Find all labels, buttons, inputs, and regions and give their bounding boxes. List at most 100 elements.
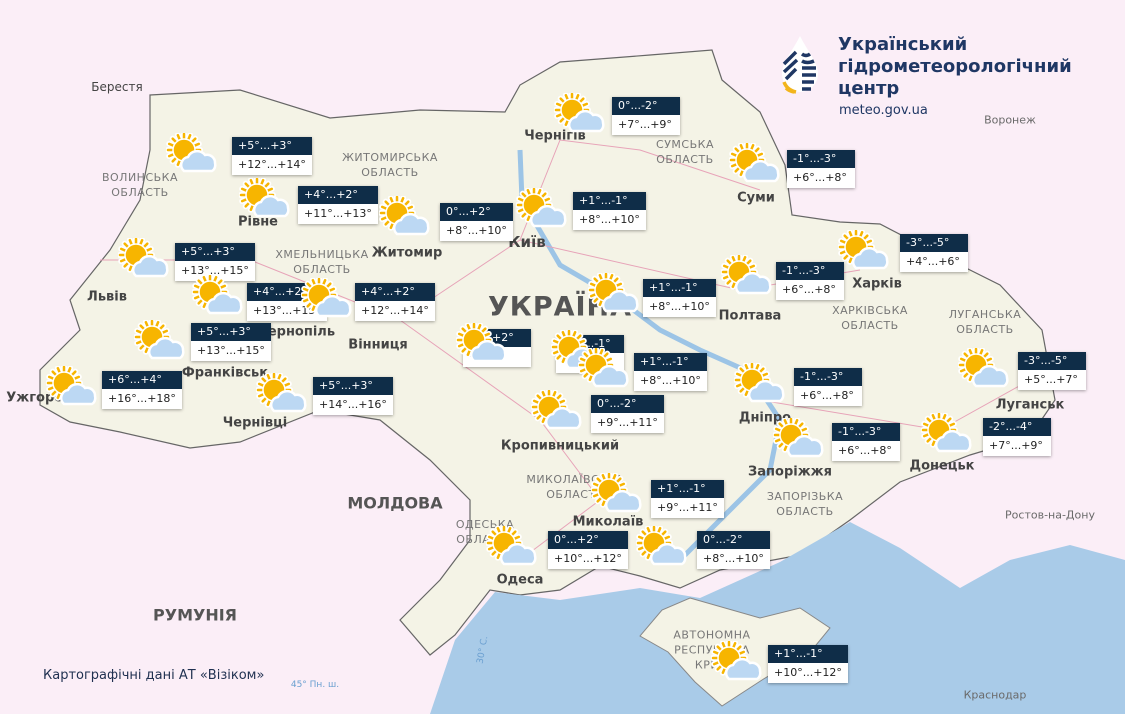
temperature-label: +4°...+2° +11°...+13°	[298, 186, 378, 224]
city-label: Донецьк	[909, 458, 975, 474]
night-temperature: +5°...+3°	[232, 137, 312, 155]
day-temperature: +6°...+8°	[776, 280, 844, 300]
region-label: ВОЛИНСЬКА ОБЛАСТЬ	[101, 171, 179, 199]
sun-behind-cloud-icon	[118, 238, 169, 278]
country-label: РУМУНІЯ	[153, 605, 237, 625]
day-temperature: +7°...+9°	[612, 115, 680, 135]
sun-behind-cloud-icon	[379, 196, 430, 236]
temperature-label: -1°...-3° +6°...+8°	[832, 423, 900, 461]
day-temperature: +6°...+8°	[787, 168, 855, 188]
country-label: МОЛДОВА	[347, 493, 443, 513]
ukrhydromet-logo	[782, 36, 818, 94]
temperature-label: +5°...+3° +12°...+14°	[232, 137, 312, 175]
temperature-label: 0°...-2° +7°...+9°	[612, 97, 680, 135]
city-label: Кропивницький	[500, 438, 620, 454]
sun-behind-cloud-icon	[773, 418, 824, 458]
sun-behind-cloud-icon	[554, 93, 605, 133]
city-label: Запоріжжя	[748, 464, 832, 480]
day-temperature: +6°...+8°	[794, 386, 862, 406]
sun-behind-cloud-icon	[711, 641, 762, 681]
day-temperature: +9°...+11°	[591, 413, 664, 433]
sun-behind-cloud-icon	[134, 320, 185, 360]
sun-behind-cloud-icon	[729, 143, 780, 183]
sun-behind-cloud-icon	[531, 390, 582, 430]
temperature-label: +1°...-1° +8°...+10°	[573, 192, 646, 230]
temperature-label: 0°...+2° +10°...+12°	[548, 531, 628, 569]
day-temperature: +5°...+7°	[1018, 370, 1086, 390]
region-label: ХАРКІВСЬКА ОБЛАСТЬ	[832, 304, 908, 332]
sun-behind-cloud-icon	[301, 278, 352, 318]
sun-behind-cloud-icon	[578, 348, 629, 388]
day-temperature: +8°...+10°	[643, 297, 716, 317]
sun-behind-cloud-icon	[734, 363, 785, 403]
region-label: ХМЕЛЬНИЦЬКА ОБЛАСТЬ	[275, 248, 369, 276]
temperature-label: -1°...-3° +6°...+8°	[787, 150, 855, 188]
city-label: Чернігів	[524, 128, 586, 144]
city-label: Львів	[87, 289, 127, 305]
sun-behind-cloud-icon	[516, 188, 567, 228]
org-name-line: Український	[838, 34, 968, 55]
region-label: ЖИТОМИРСЬКА ОБЛАСТЬ	[342, 151, 438, 179]
region-label: ЛУГАНСЬКА ОБЛАСТЬ	[948, 308, 1022, 336]
night-temperature: +1°...-1°	[651, 480, 724, 498]
temperature-label: 0°...-2° +8°...+10°	[697, 531, 770, 569]
org-name: Український гідрометеорологічний центр	[838, 34, 1072, 100]
night-temperature: 0°...-2°	[697, 531, 770, 549]
temperature-label: +1°...-1° +10°...+12°	[768, 645, 848, 683]
night-temperature: 0°...-2°	[591, 395, 664, 413]
day-temperature: +10°...+12°	[548, 549, 628, 569]
dnipro-river	[517, 149, 783, 562]
night-temperature: +1°...-1°	[643, 279, 716, 297]
city-label: Краснодар	[963, 688, 1027, 702]
temperature-label: +5°...+3° +13°...+15°	[191, 323, 271, 361]
city-label: Рівне	[237, 214, 279, 230]
org-url[interactable]: meteo.gov.ua	[839, 103, 928, 118]
temperature-label: 0°...+2° +8°...+10°	[440, 203, 513, 241]
org-name-line: гідрометеорологічний	[838, 56, 1072, 77]
sun-behind-cloud-icon	[721, 255, 772, 295]
temperature-label: +1°...-1° +9°...+11°	[651, 480, 724, 518]
org-name-line: центр	[838, 78, 900, 99]
night-temperature: +4°...+2°	[298, 186, 378, 204]
night-temperature: +5°...+3°	[313, 377, 393, 395]
city-label: Миколаїв	[572, 514, 644, 530]
day-temperature: +7°...+9°	[983, 436, 1051, 456]
city-label: Харків	[852, 276, 902, 292]
day-temperature: +8°...+10°	[573, 210, 646, 230]
night-temperature: 0°...-2°	[612, 97, 680, 115]
city-label: Суми	[737, 190, 775, 206]
day-temperature: +13°...+15°	[175, 261, 255, 281]
sun-behind-cloud-icon	[921, 413, 972, 453]
ukraine-territory	[39, 49, 1056, 656]
day-temperature: +9°...+11°	[651, 498, 724, 518]
sun-behind-cloud-icon	[838, 230, 889, 270]
parallel-label: 45° Пн. ш.	[290, 680, 340, 690]
day-temperature: +12°...+14°	[355, 301, 435, 321]
sun-behind-cloud-icon	[166, 133, 217, 173]
city-label: Полтава	[718, 308, 782, 324]
night-temperature: -1°...-3°	[832, 423, 900, 441]
night-temperature: 0°...+2°	[440, 203, 513, 221]
night-temperature: -1°...-3°	[776, 262, 844, 280]
temperature-label: +5°...+3° +14°...+16°	[313, 377, 393, 415]
sun-behind-cloud-icon	[588, 273, 639, 313]
city-label: Житомир	[371, 245, 443, 261]
sun-behind-cloud-icon	[456, 323, 507, 363]
night-temperature: +4°...+2°	[355, 283, 435, 301]
temperature-label: -2°...-4° +7°...+9°	[983, 418, 1051, 456]
night-temperature: +6°...+4°	[102, 371, 182, 389]
sun-behind-cloud-icon	[636, 526, 687, 566]
night-temperature: -1°...-3°	[787, 150, 855, 168]
day-temperature: +12°...+14°	[232, 155, 312, 175]
city-label: Ростов-на-Дону	[1005, 508, 1095, 522]
city-label: Луганськ	[995, 397, 1065, 413]
city-label: Київ	[508, 233, 546, 251]
night-temperature: +5°...+3°	[175, 243, 255, 261]
temperature-label: -3°...-5° +4°...+6°	[900, 234, 968, 272]
region-label: ЗАПОРІЗЬКА ОБЛАСТЬ	[766, 490, 844, 518]
map-attribution: Картографічні дані АТ «Візіком»	[43, 668, 265, 683]
night-temperature: -3°...-5°	[900, 234, 968, 252]
sun-behind-cloud-icon	[46, 366, 97, 406]
day-temperature: +11°...+13°	[298, 204, 378, 224]
sun-behind-cloud-icon	[256, 373, 307, 413]
